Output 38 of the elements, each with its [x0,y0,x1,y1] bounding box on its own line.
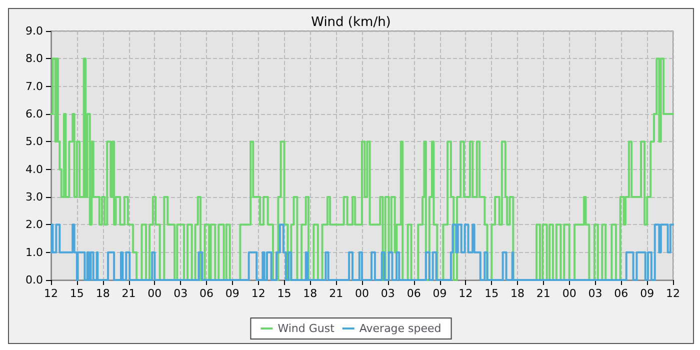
y-tick-label: 3.0 [26,190,43,204]
x-tick-label: 15 [277,287,292,300]
y-tick-label: 4.0 [26,162,43,176]
x-tick-label: 12 [251,287,266,300]
x-tick-label: 15 [484,287,499,300]
y-tick-label: 6.0 [26,108,43,120]
x-tick-label: 09 [225,287,240,300]
x-tick-label: 18 [510,287,524,300]
x-tick-label: 18 [96,287,110,300]
chart-title: Wind (km/h) [311,15,391,30]
x-tick-label: 15 [70,287,84,300]
x-tick-label: 09 [432,287,447,300]
y-tick-label: 1.0 [26,246,43,259]
x-tick-label: 03 [588,287,602,300]
legend-label: Wind Gust [278,322,336,335]
legend-label: Average speed [359,322,442,335]
x-tick-label: 09 [640,287,654,300]
x-tick-label: 03 [380,287,395,300]
x-tick-label: 00 [562,287,576,300]
x-tick-label: 12 [458,287,473,300]
x-tick-label: 18 [303,287,318,300]
x-tick-label: 00 [148,287,162,300]
x-tick-label: 06 [614,287,628,300]
x-tick-label: 06 [406,287,421,300]
y-tick-label: 7.0 [26,80,43,93]
y-tick-label: 5.0 [26,135,43,148]
x-tick-label: 12 [44,287,58,300]
x-tick-label: 21 [329,287,344,300]
x-tick-label: 06 [200,287,214,300]
y-tick-label: 8.0 [26,52,43,66]
x-tick-label: 00 [355,287,369,300]
y-tick-label: 9.0 [26,24,43,38]
y-tick-label: 0.0 [26,274,43,286]
x-tick-label: 21 [122,287,136,300]
x-tick-label: 03 [174,287,188,300]
y-tick-label: 2.0 [26,218,43,232]
x-tick-label: 21 [536,287,550,300]
x-tick-label: 12 [666,287,680,300]
